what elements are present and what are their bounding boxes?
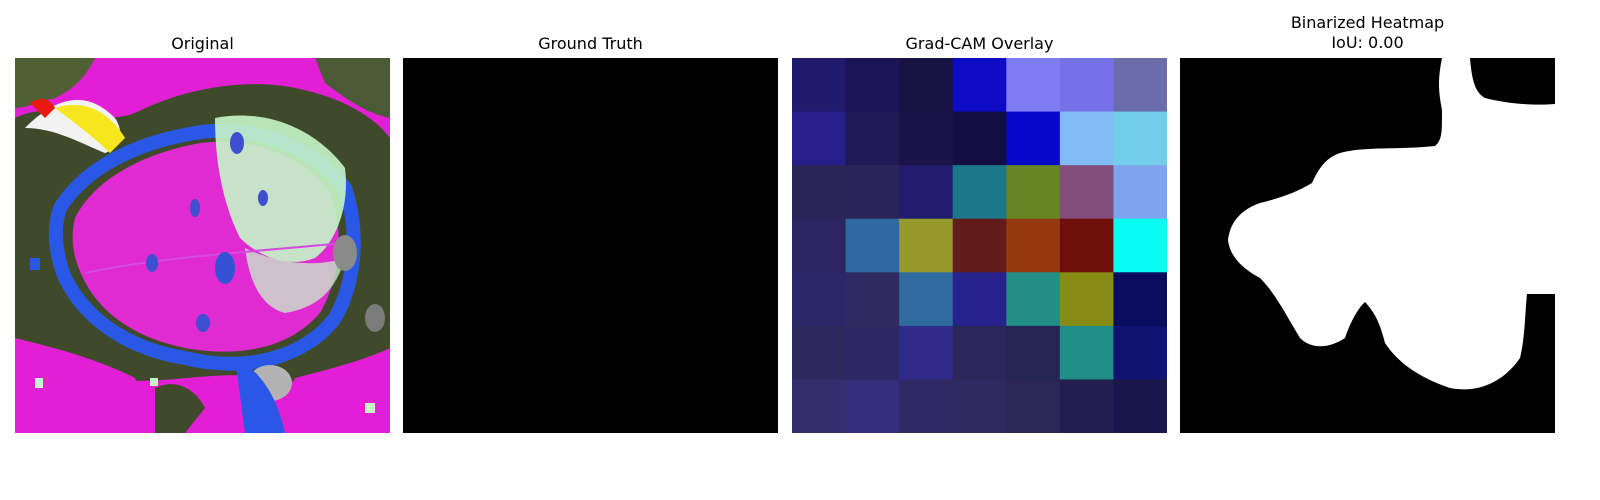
heatmap-cell <box>792 165 847 220</box>
heatmap-cell <box>845 218 900 273</box>
heatmap-cell <box>899 379 954 433</box>
panel-title: Grad-CAM Overlay <box>905 34 1054 53</box>
heatmap-cell <box>899 111 954 166</box>
panel-title: Original <box>171 34 234 53</box>
heatmap-cell <box>1006 379 1061 433</box>
heatmap-cell <box>792 58 847 113</box>
panel-title: Binarized Heatmap IoU: 0.00 <box>1180 13 1555 53</box>
heatmap-cell <box>1113 272 1167 327</box>
panel-gradcam: Grad-CAM Overlay <box>792 0 1167 500</box>
ground-truth-mask <box>403 58 778 433</box>
heatmap-cell <box>952 379 1007 433</box>
heatmap-cell <box>845 272 900 327</box>
heatmap-cell <box>792 272 847 327</box>
heatmap-cell <box>1006 218 1061 273</box>
heatmap-cell <box>845 58 900 113</box>
panel-title-main: Binarized Heatmap <box>1290 13 1445 32</box>
heatmap-cell <box>952 325 1007 380</box>
heatmap-cell <box>1113 325 1167 380</box>
heatmap-cell <box>952 58 1007 113</box>
panel-original: Original <box>15 0 390 500</box>
heatmap-cell <box>1006 111 1061 166</box>
heatmap-cell <box>1059 325 1114 380</box>
heatmap-cell <box>899 325 954 380</box>
heatmap-cell <box>1113 218 1167 273</box>
heatmap-cell <box>792 379 847 433</box>
heatmap-cell <box>1059 165 1114 220</box>
heatmap-cell <box>845 325 900 380</box>
heatmap-cell <box>1059 218 1114 273</box>
mask-foreground-main <box>1180 58 1555 433</box>
heatmap-cell <box>792 325 847 380</box>
panel-title: Ground Truth <box>538 34 643 53</box>
heatmap-cell <box>899 58 954 113</box>
heatmap-cell <box>845 379 900 433</box>
heatmap-cell <box>1113 165 1167 220</box>
mask-foreground <box>1228 58 1555 390</box>
panel-binarized: Binarized Heatmap IoU: 0.00 <box>1180 0 1555 500</box>
heatmap-cell <box>1059 111 1114 166</box>
heatmap-cell <box>899 272 954 327</box>
heatmap-cell <box>952 272 1007 327</box>
heatmap-cell <box>845 111 900 166</box>
heatmap-cell <box>1006 58 1061 113</box>
original-image <box>15 58 390 433</box>
heatmap-cell <box>1006 272 1061 327</box>
gradcam-heatmap <box>792 58 1167 433</box>
heatmap-cell <box>845 165 900 220</box>
heatmap-cell <box>952 165 1007 220</box>
heatmap-cell <box>1059 58 1114 113</box>
heatmap-cell <box>792 111 847 166</box>
heatmap-cell <box>1113 111 1167 166</box>
heatmap-cell <box>1006 325 1061 380</box>
heatmap-cell <box>1059 272 1114 327</box>
heatmap-cell <box>1113 379 1167 433</box>
heatmap-cell <box>899 165 954 220</box>
panel-ground-truth: Ground Truth <box>403 0 778 500</box>
heatmap-cell <box>1059 379 1114 433</box>
heatmap-cell <box>952 218 1007 273</box>
iou-score: IoU: 0.00 <box>1331 33 1404 52</box>
heatmap-cell <box>952 111 1007 166</box>
heatmap-cell <box>1006 165 1061 220</box>
binarized-mask <box>1180 58 1555 433</box>
heatmap-cell <box>1113 58 1167 113</box>
heatmap-cell <box>899 218 954 273</box>
heatmap-cell <box>792 218 847 273</box>
mask-background <box>403 58 778 433</box>
mask-background-corner <box>1470 58 1555 105</box>
